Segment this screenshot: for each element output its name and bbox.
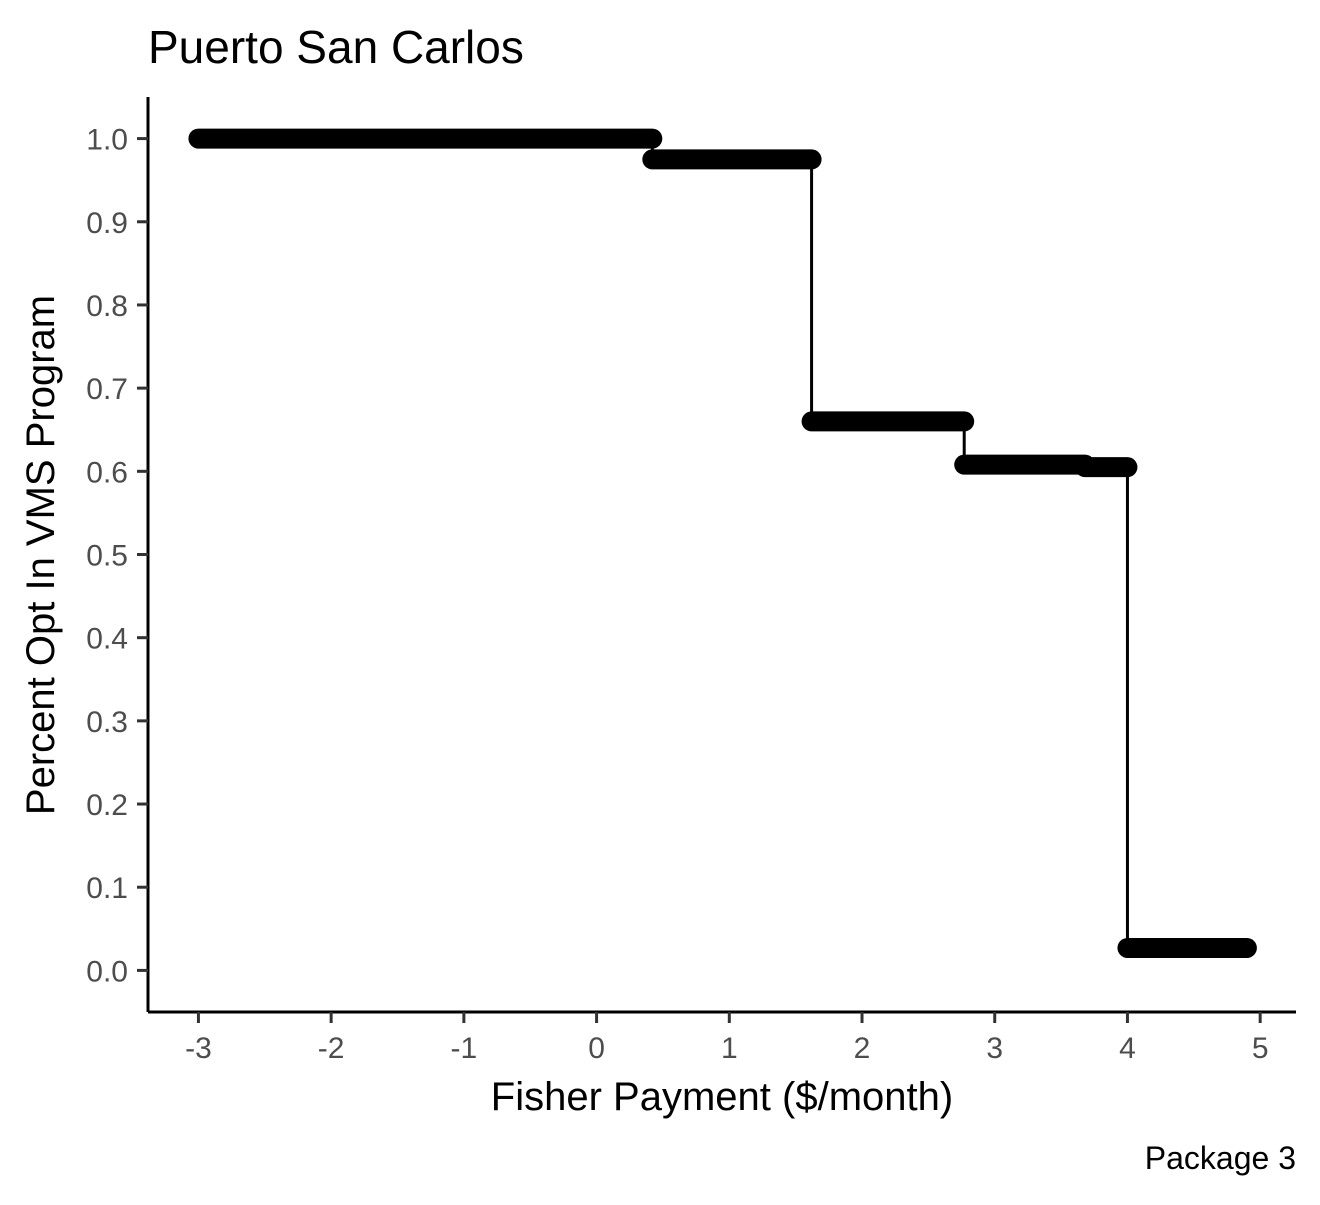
y-tick-label: 0.3 <box>86 706 128 739</box>
chart-title: Puerto San Carlos <box>148 21 524 73</box>
y-tick-label: 0.9 <box>86 207 128 240</box>
x-tick-label: 2 <box>854 1032 871 1065</box>
y-tick-label: 0.7 <box>86 373 128 406</box>
y-axis-title: Percent Opt In VMS Program <box>19 295 63 815</box>
y-tick-label: 0.1 <box>86 872 128 905</box>
y-tick-label: 0.0 <box>86 955 128 988</box>
x-tick-label: -1 <box>451 1032 478 1065</box>
y-ticks: 0.0 0.1 0.2 0.3 0.4 0.5 0.6 0.7 0.8 0.9 1.0 <box>86 124 148 988</box>
x-ticks: -3 -2 -1 0 1 2 3 4 5 <box>185 1012 1269 1065</box>
y-tick-label: 0.6 <box>86 456 128 489</box>
y-tick-label: 0.8 <box>86 290 128 323</box>
x-tick-label: 3 <box>986 1032 1003 1065</box>
x-tick-label: 4 <box>1119 1032 1136 1065</box>
chart-caption: Package 3 <box>1145 1140 1296 1176</box>
y-tick-label: 0.5 <box>86 540 128 573</box>
x-tick-label: 1 <box>721 1032 738 1065</box>
x-tick-label: -3 <box>185 1032 212 1065</box>
x-tick-label: 0 <box>588 1032 605 1065</box>
y-tick-label: 0.4 <box>86 623 128 656</box>
step-line <box>198 137 1247 950</box>
axes <box>146 97 1296 1014</box>
y-tick-label: 0.2 <box>86 789 128 822</box>
plot-marks <box>188 128 1257 958</box>
y-tick-label: 1.0 <box>86 124 128 157</box>
x-tick-label: 5 <box>1252 1032 1269 1065</box>
x-tick-label: -2 <box>318 1032 345 1065</box>
x-axis-title: Fisher Payment ($/month) <box>491 1075 953 1119</box>
